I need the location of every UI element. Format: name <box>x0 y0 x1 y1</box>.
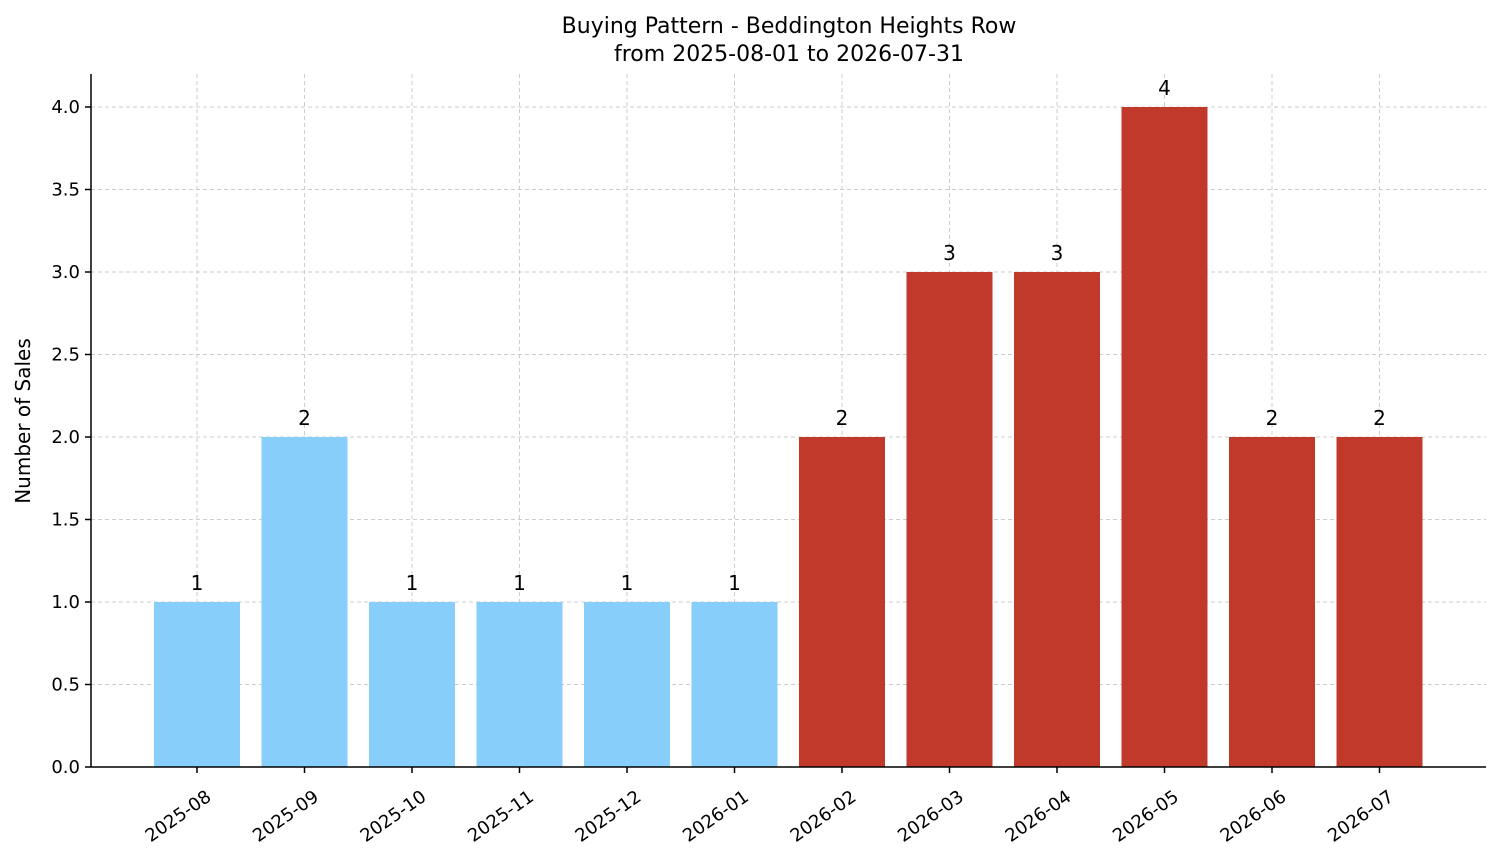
data-label-2026-06: 2 <box>1266 406 1279 430</box>
bar-2026-02 <box>799 437 885 767</box>
data-label-2026-05: 4 <box>1158 76 1171 100</box>
y-tick-label: 4.0 <box>51 97 80 118</box>
y-tick-label: 2.0 <box>51 427 80 448</box>
data-label-2025-10: 1 <box>406 571 419 595</box>
bar-2026-01 <box>691 602 778 767</box>
chart-subtitle: from 2025-08-01 to 2026-07-31 <box>614 42 964 67</box>
x-tick-label-2025-10: 2025-10 <box>357 786 431 846</box>
y-tick-label: 3.5 <box>51 180 80 201</box>
y-tick-label: 1.5 <box>51 510 80 531</box>
x-tick-label-2025-08: 2025-08 <box>142 786 216 846</box>
data-label-2026-02: 2 <box>836 406 849 430</box>
data-label-2025-08: 1 <box>191 571 204 595</box>
y-tick-label: 3.0 <box>51 262 80 283</box>
x-tick-label-2026-03: 2026-03 <box>894 786 968 846</box>
bar-2025-11 <box>476 602 563 767</box>
y-tick-label: 2.5 <box>51 345 80 366</box>
chart-title: Buying Pattern - Beddington Heights Row <box>562 14 1017 39</box>
x-tick-label-2026-07: 2026-07 <box>1324 786 1398 846</box>
bar-2025-09 <box>261 437 348 767</box>
bar-2026-04 <box>1014 272 1100 767</box>
bar-2026-03 <box>906 272 993 767</box>
bar-2026-05 <box>1121 107 1208 767</box>
x-tick-label-2026-06: 2026-06 <box>1217 786 1291 846</box>
x-tick-label-2025-09: 2025-09 <box>249 786 323 846</box>
bar-2025-12 <box>584 602 670 767</box>
bar-2026-06 <box>1229 437 1315 767</box>
bar-2025-08 <box>154 602 240 767</box>
x-tick-label-2026-02: 2026-02 <box>787 786 861 846</box>
data-label-2026-03: 3 <box>943 241 956 265</box>
data-label-2025-12: 1 <box>621 571 634 595</box>
data-labels: 1 2 1 1 1 1 2 3 3 4 2 2 <box>191 76 1386 595</box>
data-label-2026-07: 2 <box>1373 406 1386 430</box>
data-label-2025-09: 2 <box>298 406 311 430</box>
data-label-2026-04: 3 <box>1051 241 1064 265</box>
y-tick-label: 0.5 <box>51 675 80 696</box>
x-tick-label-2025-11: 2025-11 <box>464 786 538 846</box>
x-tick-label-2026-01: 2026-01 <box>679 786 753 846</box>
data-label-2026-01: 1 <box>728 571 741 595</box>
y-tick-label: 1.0 <box>51 592 80 613</box>
y-axis-label: Number of Sales <box>11 338 35 504</box>
y-tick-label: 0.0 <box>51 757 80 778</box>
x-tick-label-2025-12: 2025-12 <box>572 786 646 846</box>
bar-2026-07 <box>1336 437 1423 767</box>
x-tick-label-2026-05: 2026-05 <box>1109 786 1183 846</box>
x-tick-label-2026-04: 2026-04 <box>1002 786 1076 846</box>
data-label-2025-11: 1 <box>513 571 526 595</box>
bar-2025-10 <box>369 602 455 767</box>
bars <box>154 107 1423 767</box>
